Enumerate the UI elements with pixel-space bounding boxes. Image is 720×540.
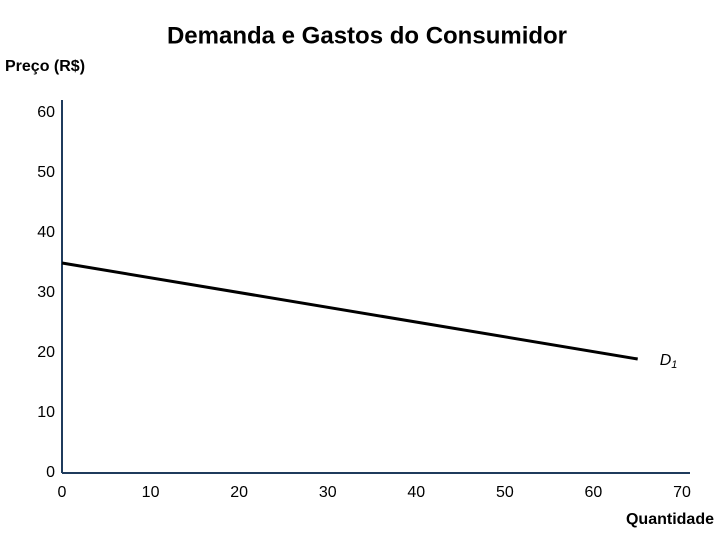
x-tick-label: 70 [673,484,691,501]
x-tick-label: 40 [407,484,425,501]
y-tick-label: 10 [37,404,55,421]
x-tick-label: 60 [585,484,603,501]
chart-title: Demanda e Gastos do Consumidor [167,22,567,49]
x-tick-label: 0 [58,484,67,501]
y-tick-label: 60 [37,104,55,121]
x-axis-label: Quantidade [626,511,714,528]
y-tick-label: 30 [37,284,55,301]
y-tick-label: 50 [37,164,55,181]
series-label-sub: 1 [671,359,677,371]
series-label: D1 [660,352,678,371]
y-tick-label: 20 [37,344,55,361]
y-tick-label: 0 [46,464,55,481]
y-tick-label: 40 [37,224,55,241]
x-tick-label: 10 [142,484,160,501]
series-label-main: D [660,352,672,369]
demand-line [61,261,638,361]
x-tick-label: 30 [319,484,337,501]
x-tick-label: 50 [496,484,514,501]
y-axis-label: Preço (R$) [5,58,85,75]
x-tick-label: 20 [230,484,248,501]
